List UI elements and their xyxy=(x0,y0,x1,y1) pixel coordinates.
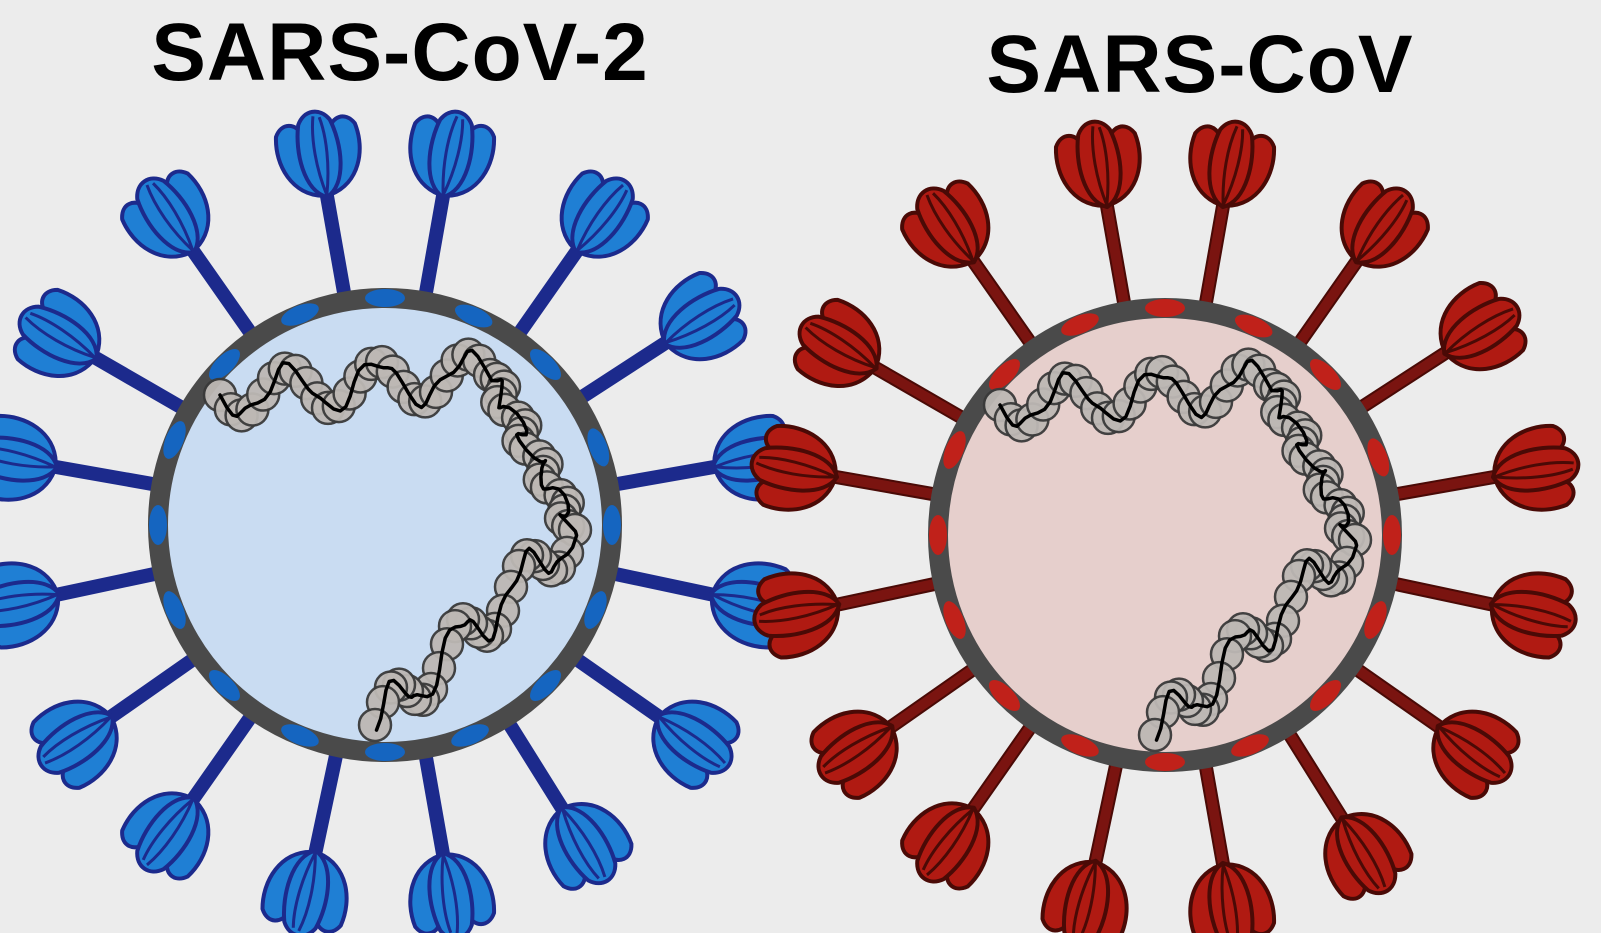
membrane-protein-icon xyxy=(1145,753,1185,771)
membrane-protein-icon xyxy=(365,289,405,307)
membrane-protein-icon xyxy=(929,515,947,555)
spike-protein-icon xyxy=(273,109,362,310)
spike-protein-icon xyxy=(565,271,748,412)
membrane-protein-icon xyxy=(988,680,1020,712)
sars-cov-2-title: SARS-CoV-2 xyxy=(151,7,649,98)
spike-protein-icon xyxy=(1341,655,1521,800)
membrane-protein-icon xyxy=(943,601,966,639)
sars-cov-virion xyxy=(749,119,1581,933)
membrane-protein-icon xyxy=(208,348,240,380)
spike-protein-icon xyxy=(505,169,650,349)
membrane-protein-icon xyxy=(603,505,621,545)
membrane-proteins xyxy=(149,289,621,761)
spike-protein-icon xyxy=(749,423,950,512)
membrane-protein-icon xyxy=(1383,515,1401,555)
spike-protein-icon xyxy=(1380,423,1581,512)
spike-protein-icon xyxy=(1378,571,1578,660)
membrane-protein-icon xyxy=(1061,734,1099,757)
spike-protein-icon xyxy=(1275,717,1414,901)
membrane-protein-icon xyxy=(530,670,562,702)
spike-protein-icon xyxy=(1053,119,1142,320)
spike-protein-icon xyxy=(1188,750,1277,933)
spike-protein-icon xyxy=(1040,748,1129,933)
membrane-protein-icon xyxy=(149,505,167,545)
spike-protein-icon xyxy=(12,287,198,422)
spike-protein-icon xyxy=(1345,281,1528,422)
spike-protein-icon xyxy=(561,645,741,790)
spike-protein-icon xyxy=(120,169,265,349)
membrane-protein-icon xyxy=(1234,314,1273,338)
spike-proteins xyxy=(0,109,801,933)
membrane-protein-icon xyxy=(530,348,562,380)
spike-protein-icon xyxy=(260,738,349,933)
membrane-protein-icon xyxy=(454,304,493,328)
spike-protein-icon xyxy=(0,561,172,650)
spike-protein-icon xyxy=(29,645,209,790)
membrane-protein-icon xyxy=(1231,734,1269,757)
membrane-protein-icon xyxy=(943,431,966,469)
spike-protein-icon xyxy=(408,740,497,933)
membrane-protein-icon xyxy=(163,421,186,459)
membrane-protein-icon xyxy=(584,591,607,629)
rna-genome-icon xyxy=(982,347,1373,753)
membrane-proteins xyxy=(929,299,1401,771)
membrane-protein-icon xyxy=(1145,299,1185,317)
spike-protein-icon xyxy=(900,711,1045,891)
membrane-protein-icon xyxy=(988,358,1020,390)
sars-cov-title: SARS-CoV xyxy=(986,19,1414,110)
spike-protein-icon xyxy=(792,297,978,432)
membrane-protein-icon xyxy=(1364,601,1387,639)
membrane-protein-icon xyxy=(587,428,610,467)
spike-protein-icon xyxy=(495,707,634,891)
spike-protein-icon xyxy=(408,109,497,310)
spike-protein-icon xyxy=(752,571,952,660)
spike-protein-icon xyxy=(1188,119,1277,320)
membrane-protein-icon xyxy=(1061,313,1099,336)
rna-genome-icon xyxy=(202,337,593,743)
membrane-protein-icon xyxy=(281,303,319,326)
sars-cov-2-virion xyxy=(0,109,801,933)
membrane-protein-icon xyxy=(365,743,405,761)
membrane-protein-icon xyxy=(163,591,186,629)
membrane-protein-icon xyxy=(1310,680,1342,712)
membrane-protein-icon xyxy=(1310,358,1342,390)
membrane-protein-icon xyxy=(1367,438,1390,477)
membrane-protein-icon xyxy=(281,724,319,747)
membrane-protein-icon xyxy=(208,670,240,702)
spike-protein-icon xyxy=(0,413,170,502)
membrane-protein-icon xyxy=(451,724,489,747)
